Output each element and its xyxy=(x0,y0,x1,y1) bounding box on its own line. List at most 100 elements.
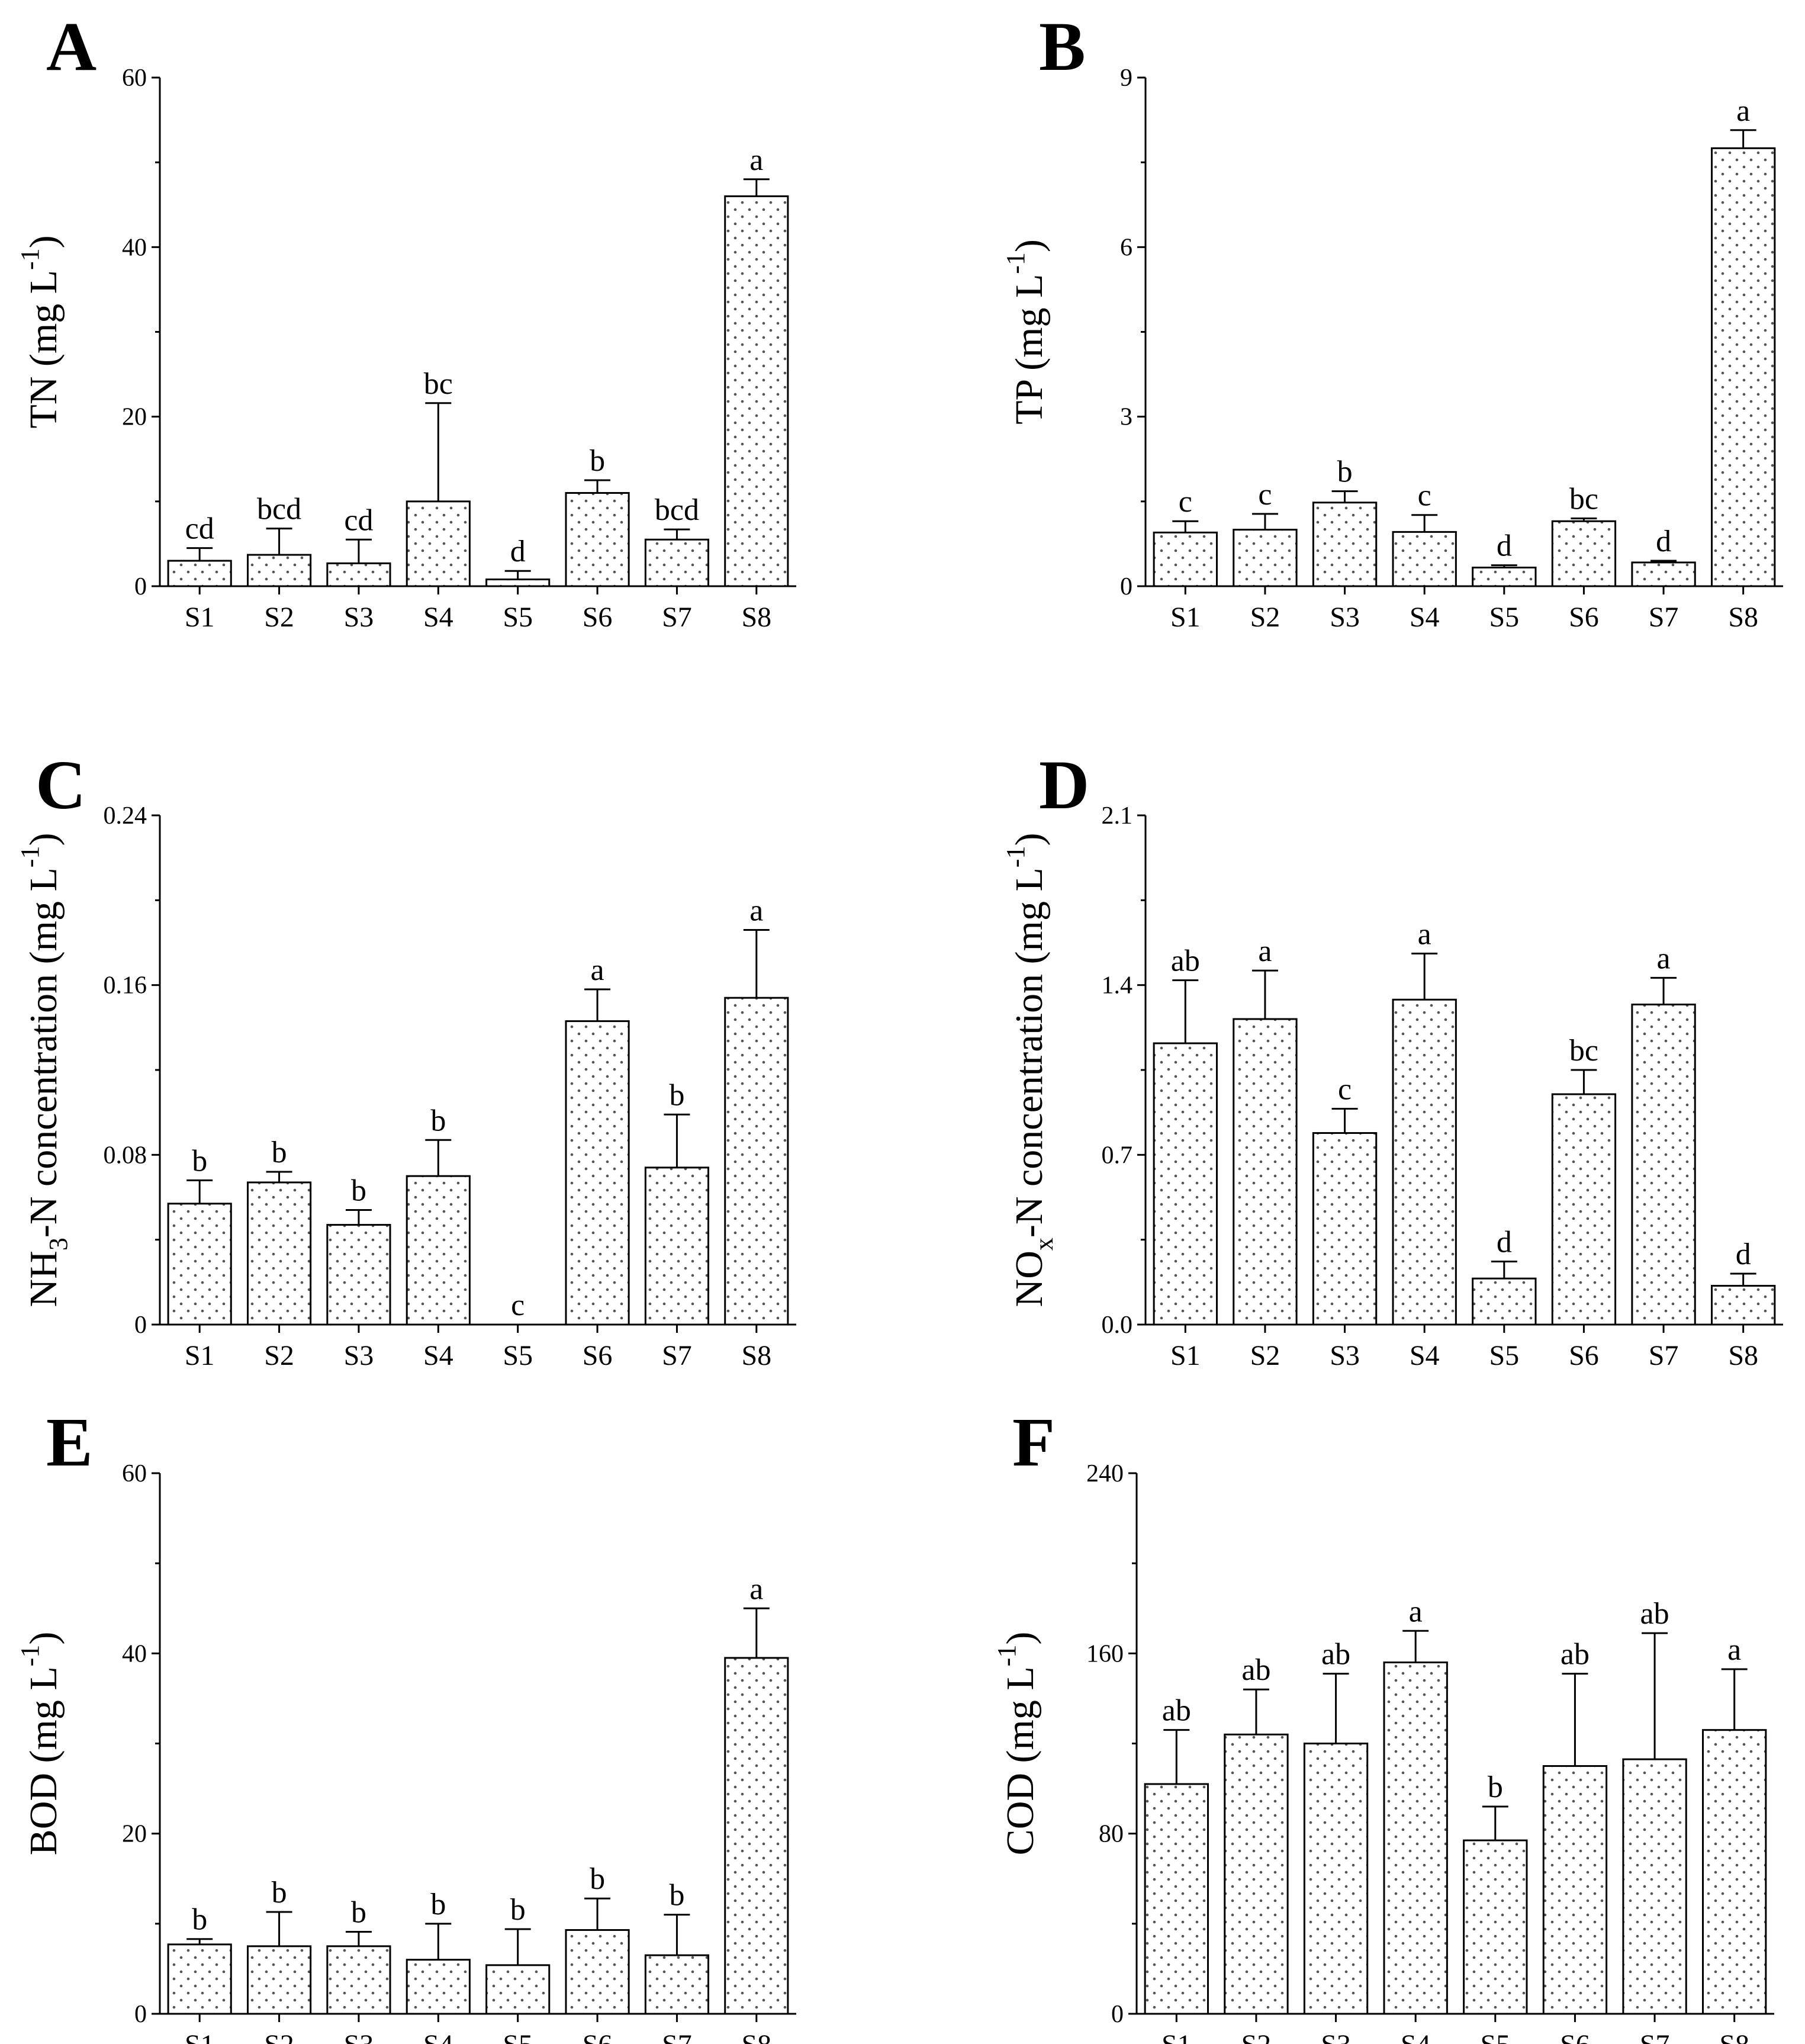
x-tick-label: S4 xyxy=(423,1340,453,1371)
x-tick-label: S1 xyxy=(1170,1340,1201,1371)
bar-s4 xyxy=(1383,1661,1448,2015)
bar-s7 xyxy=(644,1954,710,2015)
significance-label: b xyxy=(430,1888,446,1921)
bar-s4 xyxy=(406,1175,471,1326)
bar-s8 xyxy=(1711,1284,1776,1326)
x-tick-label: S7 xyxy=(1649,1340,1679,1371)
significance-label: a xyxy=(591,953,604,987)
x-tick-label: S3 xyxy=(1330,1340,1360,1371)
y-tick-label: 60 xyxy=(122,65,147,92)
x-tick-label: S6 xyxy=(583,602,613,633)
panel-a: A 0 20 40 60 TN (mg L-1) cd S1 bcd S2 cd S3 bc S4 d S5 b… xyxy=(15,8,796,633)
significance-label: bc xyxy=(1569,1034,1598,1068)
bar-s6 xyxy=(565,1020,630,1326)
bar-s8 xyxy=(1702,1729,1767,2015)
significance-label: b xyxy=(590,444,605,478)
x-tick-label: S8 xyxy=(741,1340,771,1371)
significance-label: d xyxy=(1497,1226,1512,1259)
y-tick-label: 0 xyxy=(134,573,147,600)
bar-s4 xyxy=(1392,998,1457,1326)
bar-s7 xyxy=(644,1166,710,1326)
x-tick-label: S1 xyxy=(1170,602,1201,633)
y-tick-label: 160 xyxy=(1086,1640,1124,1667)
significance-label: c xyxy=(1338,1073,1352,1107)
x-tick-label: S6 xyxy=(1569,1340,1599,1371)
x-tick-label: S4 xyxy=(1410,1340,1440,1371)
x-tick-label: S4 xyxy=(423,2029,453,2044)
bar-s7 xyxy=(1631,1003,1696,1326)
significance-label: d xyxy=(1656,525,1671,558)
y-tick-label: 0 xyxy=(134,1312,147,1339)
significance-label: ab xyxy=(1241,1653,1270,1687)
panel-letter: D xyxy=(1039,746,1089,824)
significance-label: a xyxy=(1736,94,1750,128)
x-tick-label: S7 xyxy=(662,2029,692,2044)
x-tick-label: S5 xyxy=(1489,602,1519,633)
x-tick-label: S1 xyxy=(185,1340,215,1371)
x-tick-label: S2 xyxy=(1250,1340,1280,1371)
x-tick-label: S1 xyxy=(185,602,215,633)
x-tick-label: S6 xyxy=(1569,602,1599,633)
significance-label: cd xyxy=(344,503,373,537)
significance-label: c xyxy=(1418,479,1431,513)
bar-s1 xyxy=(1144,1783,1209,2015)
x-tick-label: S7 xyxy=(662,602,692,633)
bar-s5 xyxy=(1463,1839,1528,2015)
x-tick-label: S3 xyxy=(344,2029,374,2044)
panel-letter: C xyxy=(36,746,86,824)
bar-s7 xyxy=(1631,561,1696,587)
significance-label: d xyxy=(1736,1238,1751,1271)
bar-s1 xyxy=(167,1203,232,1326)
significance-label: b xyxy=(192,1903,207,1937)
significance-label: b xyxy=(510,1893,526,1927)
significance-label: a xyxy=(1418,917,1431,951)
bar-s8 xyxy=(724,195,789,587)
x-tick-label: S4 xyxy=(423,602,453,633)
significance-label: b xyxy=(669,1879,684,1913)
bar-s6 xyxy=(1551,1093,1617,1326)
bar-s3 xyxy=(1312,1132,1378,1326)
panel-letter: B xyxy=(1039,8,1086,85)
significance-label: b xyxy=(272,1876,287,1910)
panel-e: E 0 20 40 60 BOD (mg L-1) b S1 b S2 b S3 b S4 b S5 b S6 b S… xyxy=(15,1403,796,2044)
y-tick-label: 40 xyxy=(122,234,147,261)
significance-label: b xyxy=(669,1078,684,1112)
bar-s1 xyxy=(167,1943,232,2015)
bar-s6 xyxy=(1551,520,1617,587)
bar-s3 xyxy=(326,1224,391,1326)
significance-label: bc xyxy=(424,367,453,401)
bar-s3 xyxy=(1303,1743,1369,2015)
bar-s2 xyxy=(1233,529,1298,587)
y-tick-label: 0 xyxy=(1120,573,1132,600)
significance-label: b xyxy=(351,1174,366,1208)
x-tick-label: S8 xyxy=(741,602,771,633)
significance-label: ab xyxy=(1162,1694,1191,1728)
significance-label: b xyxy=(272,1136,287,1169)
significance-label: a xyxy=(749,1572,763,1606)
x-tick-label: S6 xyxy=(1560,2029,1590,2044)
bar-s4 xyxy=(406,500,471,587)
significance-label: ab xyxy=(1171,944,1200,978)
significance-label: b xyxy=(430,1104,446,1137)
significance-label: c xyxy=(1179,485,1192,519)
significance-label: a xyxy=(1409,1595,1423,1628)
x-tick-label: S5 xyxy=(1489,1340,1519,1371)
x-tick-label: S8 xyxy=(1719,2029,1749,2044)
y-axis-label: TN (mg L-1) xyxy=(15,235,65,428)
significance-label: d xyxy=(510,535,526,568)
y-tick-label: 6 xyxy=(1120,234,1132,261)
bar-s2 xyxy=(246,1945,312,2015)
x-tick-label: S7 xyxy=(662,1340,692,1371)
x-tick-label: S2 xyxy=(264,2029,294,2044)
x-tick-label: S1 xyxy=(185,2029,215,2044)
significance-label: b xyxy=(192,1144,207,1178)
y-axis-label: NOx-N concentration (mg L-1) xyxy=(1001,833,1058,1307)
x-tick-label: S8 xyxy=(1728,1340,1758,1371)
bar-s6 xyxy=(565,1929,630,2015)
x-tick-label: S4 xyxy=(1401,2029,1431,2044)
significance-label: b xyxy=(1488,1770,1503,1804)
bar-s2 xyxy=(1224,1733,1289,2015)
x-tick-label: S1 xyxy=(1161,2029,1192,2044)
bar-s2 xyxy=(246,1181,312,1326)
y-tick-label: 1.4 xyxy=(1102,972,1133,999)
